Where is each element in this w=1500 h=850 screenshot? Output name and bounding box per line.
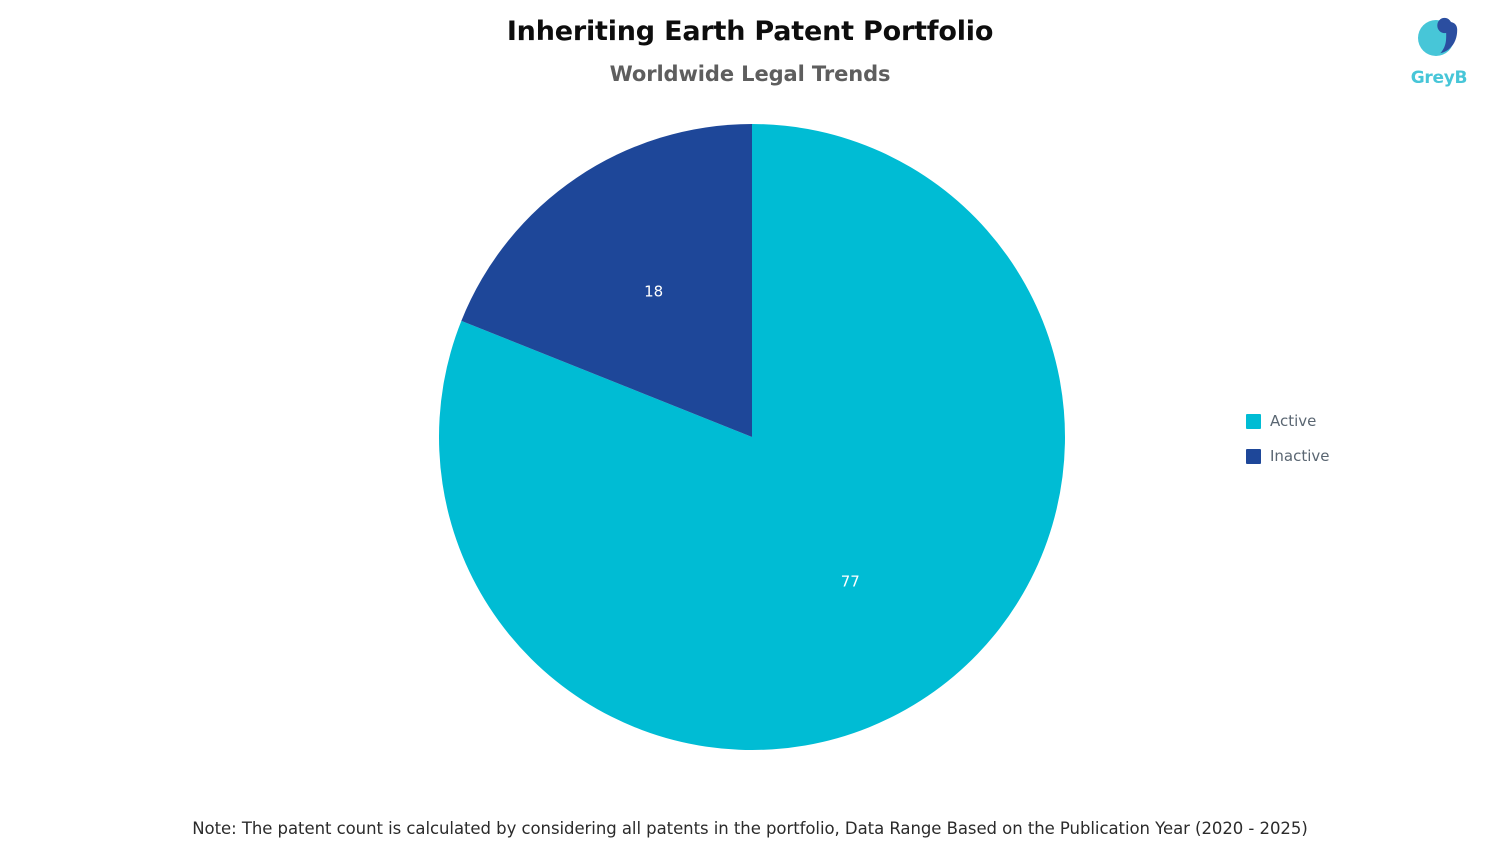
greyb-logo: GreyB [1396, 8, 1482, 92]
pie-slice-label-active: 77 [841, 573, 860, 591]
legend-swatch-inactive [1246, 448, 1261, 464]
page-title: Inheriting Earth Patent Portfolio [506, 16, 994, 47]
legend-label-active: Active [1270, 412, 1317, 430]
legend-item-inactive[interactable]: Inactive [1246, 447, 1446, 465]
greyb-logo-text: GreyB [1410, 68, 1468, 88]
pie-chart: 77 18 [439, 124, 1065, 750]
legend-label-inactive: Inactive [1270, 447, 1330, 465]
pie-slice-active[interactable] [439, 124, 1065, 750]
chart-legend: Active Inactive [1246, 412, 1446, 482]
chart-subtitle: Worldwide Legal Trends [609, 62, 891, 86]
chart-footnote: Note: The patent count is calculated by … [192, 819, 1308, 838]
greyb-logo-icon [1396, 8, 1482, 68]
pie-slice-label-inactive: 18 [644, 282, 663, 300]
legend-swatch-active [1246, 413, 1261, 429]
legend-item-active[interactable]: Active [1246, 412, 1446, 430]
pie-slice-inactive[interactable] [461, 124, 752, 437]
